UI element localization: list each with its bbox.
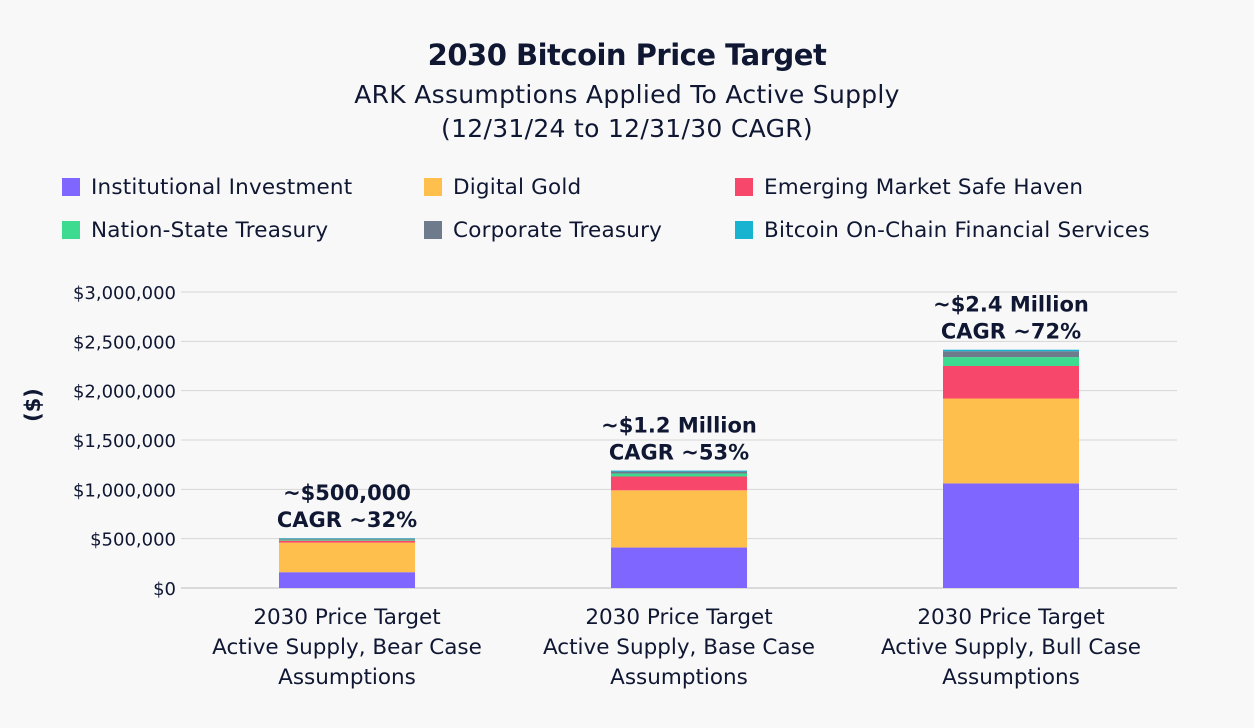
chart-title: 2030 Bitcoin Price Target: [427, 38, 827, 72]
x-tick-label: Active Supply, Bear Case: [212, 635, 482, 660]
x-tick-label: 2030 Price Target: [585, 605, 772, 630]
bar-segment: [943, 483, 1079, 588]
bar-segment: [611, 470, 747, 472]
chart-subtitle-line-2: (12/31/24 to 12/31/30 CAGR): [441, 114, 813, 143]
legend-swatch: [424, 178, 442, 196]
x-tick-label: 2030 Price Target: [253, 605, 440, 630]
legend-label: Emerging Market Safe Haven: [764, 174, 1084, 200]
x-tick-label: 2030 Price Target: [917, 605, 1104, 630]
bar-segment: [611, 547, 747, 588]
x-tick-label: Assumptions: [278, 665, 416, 690]
y-tick-label: $0: [153, 579, 176, 600]
y-tick-label: $1,000,000: [73, 480, 176, 501]
y-tick-label: $2,500,000: [73, 332, 176, 353]
bar-segment: [611, 490, 747, 548]
legend-label: Corporate Treasury: [453, 217, 663, 243]
bar-segment: [943, 349, 1079, 352]
bar-segment: [943, 351, 1079, 358]
legend-label: Bitcoin On-Chain Financial Services: [764, 217, 1150, 243]
bar-segment: [943, 366, 1079, 399]
x-tick-label: Active Supply, Bull Case: [881, 635, 1141, 660]
bar-total-label: ~$2.4 Million: [933, 293, 1089, 317]
bar-segment: [279, 542, 415, 573]
legend-item-corporate-treasury: Corporate Treasury: [424, 216, 662, 244]
bar-segment: [279, 538, 415, 540]
legend-label: Institutional Investment: [91, 174, 353, 200]
bar-segment: [279, 572, 415, 588]
bar-cagr-label: CAGR ~72%: [941, 320, 1081, 344]
y-tick-label: $2,000,000: [73, 382, 176, 403]
legend-swatch: [62, 221, 80, 239]
bar-segment: [611, 473, 747, 477]
legend-item-bitcoin-on-chain-financial-services: Bitcoin On-Chain Financial Services: [735, 216, 1150, 244]
legend-item-emerging-market-safe-haven: Emerging Market Safe Haven: [735, 173, 1083, 201]
legend-swatch: [735, 221, 753, 239]
chart-subtitle-line-1: ARK Assumptions Applied To Active Supply: [354, 80, 900, 109]
y-tick-label: $3,000,000: [73, 283, 176, 304]
bar-segment: [943, 398, 1079, 484]
legend-swatch: [735, 178, 753, 196]
bar-total-label: ~$500,000: [283, 481, 411, 505]
legend-swatch: [424, 221, 442, 239]
x-tick-label: Assumptions: [610, 665, 748, 690]
bar-segment: [611, 476, 747, 491]
bar-segment: [611, 471, 747, 474]
y-tick-label: $1,500,000: [73, 431, 176, 452]
legend-label: Digital Gold: [453, 174, 582, 200]
bar-total-label: ~$1.2 Million: [601, 414, 757, 438]
legend-swatch: [62, 178, 80, 196]
bar-cagr-label: CAGR ~32%: [277, 508, 417, 532]
legend-item-digital-gold: Digital Gold: [424, 173, 581, 201]
y-tick-label: $500,000: [90, 530, 176, 551]
bar-cagr-label: CAGR ~53%: [609, 441, 749, 465]
legend-label: Nation-State Treasury: [91, 217, 329, 243]
x-tick-label: Active Supply, Base Case: [543, 635, 815, 660]
bar-segment: [279, 540, 415, 543]
legend-item-institutional-investment: Institutional Investment: [62, 173, 352, 201]
y-axis-label: ($): [21, 388, 45, 422]
bar-segment: [279, 539, 415, 541]
legend-item-nation-state-treasury: Nation-State Treasury: [62, 216, 328, 244]
x-tick-label: Assumptions: [942, 665, 1080, 690]
bar-segment: [943, 357, 1079, 366]
